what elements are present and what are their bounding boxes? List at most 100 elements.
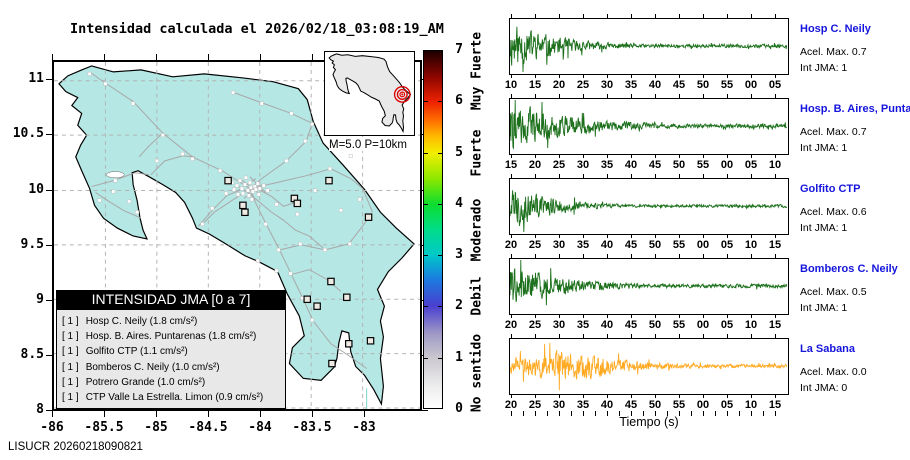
- station-marker: [127, 199, 132, 204]
- station-marker: [241, 191, 245, 196]
- station-marker: [303, 139, 308, 144]
- station-marker: [224, 191, 229, 196]
- magnitude-depth-label: M=5.0 P=10km: [329, 139, 407, 151]
- station-int-jma: Int JMA: 0: [800, 382, 848, 394]
- time-tick-label: 10: [744, 319, 758, 331]
- longitude-tick-label: -84: [248, 420, 272, 435]
- waveform-box-4: [509, 338, 789, 395]
- reporting-station-marker: [327, 277, 335, 286]
- station-int-jma: Int JMA: 1: [800, 62, 848, 74]
- time-axis-4: 20 25 30 35 40 45 50 55 00 05 10 15: [499, 399, 787, 411]
- time-tick-label: 25: [528, 239, 542, 251]
- colorbar-value-label: 2: [455, 298, 463, 314]
- colorbar-value-label: 0: [455, 401, 463, 416]
- tick-mark: [46, 410, 52, 411]
- station-marker: [348, 153, 353, 158]
- station-acel-max: Acel. Max. 0.6: [800, 206, 867, 218]
- time-axis-3: 20 25 30 35 40 45 50 55 00 05 10 15: [499, 319, 787, 331]
- tick-mark: [260, 411, 261, 417]
- tick-mark: [260, 54, 261, 60]
- latitude-tick-label: 10: [28, 182, 44, 197]
- colorbar-value-label: 3: [455, 247, 463, 263]
- longitude-tick-label: -86: [40, 420, 64, 435]
- legend-title: INTENSIDAD JMA [0 a 7]: [56, 290, 286, 309]
- station-marker: [298, 241, 303, 246]
- colorbar-tick: [438, 357, 443, 359]
- station-int-jma: Int JMA: 1: [800, 302, 848, 314]
- station-marker: [357, 197, 362, 202]
- latitude-tick-label: 9.5: [20, 237, 44, 252]
- legend-body: [ 1 ] Hosp C. Neily (1.8 cm/s²) [ 1 ] Hosp.…: [56, 309, 286, 410]
- longitude-tick-label: -85: [144, 420, 168, 435]
- time-tick-label: 50: [672, 159, 686, 171]
- tick-mark: [46, 355, 52, 356]
- time-tick-label: 35: [576, 399, 590, 411]
- inset-canvas: [328, 53, 412, 134]
- colorbar-category-label: Debil: [469, 276, 485, 316]
- time-tick-label: 50: [648, 399, 662, 411]
- station-marker: [97, 198, 102, 203]
- tick-mark: [156, 54, 157, 60]
- tick-mark: [104, 54, 105, 60]
- longitude-tick-label: -84.5: [188, 420, 228, 435]
- time-tick-label: 30: [576, 159, 590, 171]
- reporting-station-marker: [224, 176, 232, 185]
- tick-mark: [208, 54, 209, 60]
- time-tick-label: 40: [600, 319, 614, 331]
- time-tick-label: 45: [624, 239, 638, 251]
- time-tick-label: 20: [504, 319, 518, 331]
- time-tick-label: 20: [552, 79, 566, 91]
- station-marker: [276, 247, 281, 252]
- time-tick-label: 30: [600, 79, 614, 91]
- station-marker: [247, 180, 252, 185]
- intensity-colorbar: [423, 50, 443, 409]
- watermark-timestamp: LISUCR 20260218090821: [8, 441, 143, 453]
- legend-item: [ 1 ] Golfito CTP (1.1 cm/s²): [62, 346, 188, 358]
- reporting-station-marker: [343, 293, 351, 302]
- time-tick-label: 00: [696, 399, 710, 411]
- station-acel-max: Acel. Max. 0.0: [800, 366, 867, 378]
- colorbar-tick: [423, 152, 428, 154]
- reporting-station-marker: [328, 359, 336, 368]
- colorbar-tick: [423, 203, 428, 205]
- longitude-tick-label: -83.5: [292, 420, 332, 435]
- station-marker: [243, 175, 248, 180]
- latitude-tick-label: 8: [36, 402, 44, 417]
- station-marker: [245, 188, 250, 193]
- epicenter-inset-map: [324, 51, 415, 136]
- station-marker: [232, 187, 236, 192]
- station-marker: [235, 183, 239, 188]
- time-tick-label: 35: [576, 319, 590, 331]
- station-marker: [231, 90, 235, 95]
- reporting-station-marker: [293, 199, 302, 208]
- station-marker: [103, 81, 108, 86]
- time-tick-label: 20: [504, 239, 518, 251]
- station-int-jma: Int JMA: 1: [800, 222, 848, 234]
- time-tick-label: 45: [648, 159, 662, 171]
- tick-mark: [52, 54, 53, 60]
- time-ticks-top: [511, 94, 777, 98]
- station-marker: [313, 188, 318, 193]
- station-marker: [111, 189, 116, 194]
- colorbar-category-label: Muy Fuerte: [469, 31, 485, 110]
- tick-mark: [312, 411, 313, 417]
- reporting-station-marker: [366, 337, 375, 345]
- station-marker: [295, 212, 300, 217]
- time-tick-label: 05: [720, 399, 734, 411]
- time-tick-label: 10: [744, 399, 758, 411]
- waveform-line: [510, 26, 787, 73]
- time-tick-label: 25: [552, 159, 566, 171]
- time-tick-label: 50: [648, 319, 662, 331]
- station-marker: [310, 122, 315, 127]
- time-tick-label: 35: [600, 159, 614, 171]
- station-acel-max: Acel. Max. 0.5: [800, 286, 867, 298]
- station-marker: [113, 178, 118, 183]
- time-ticks-top: [511, 254, 777, 258]
- time-tick-label: 05: [744, 159, 758, 171]
- tick-mark: [46, 190, 52, 191]
- tick-mark: [208, 411, 209, 417]
- jma-intensity-legend: INTENSIDAD JMA [0 a 7] [ 1 ] Hosp C. Neil…: [56, 290, 286, 410]
- time-tick-label: 50: [648, 239, 662, 251]
- station-marker: [253, 187, 258, 192]
